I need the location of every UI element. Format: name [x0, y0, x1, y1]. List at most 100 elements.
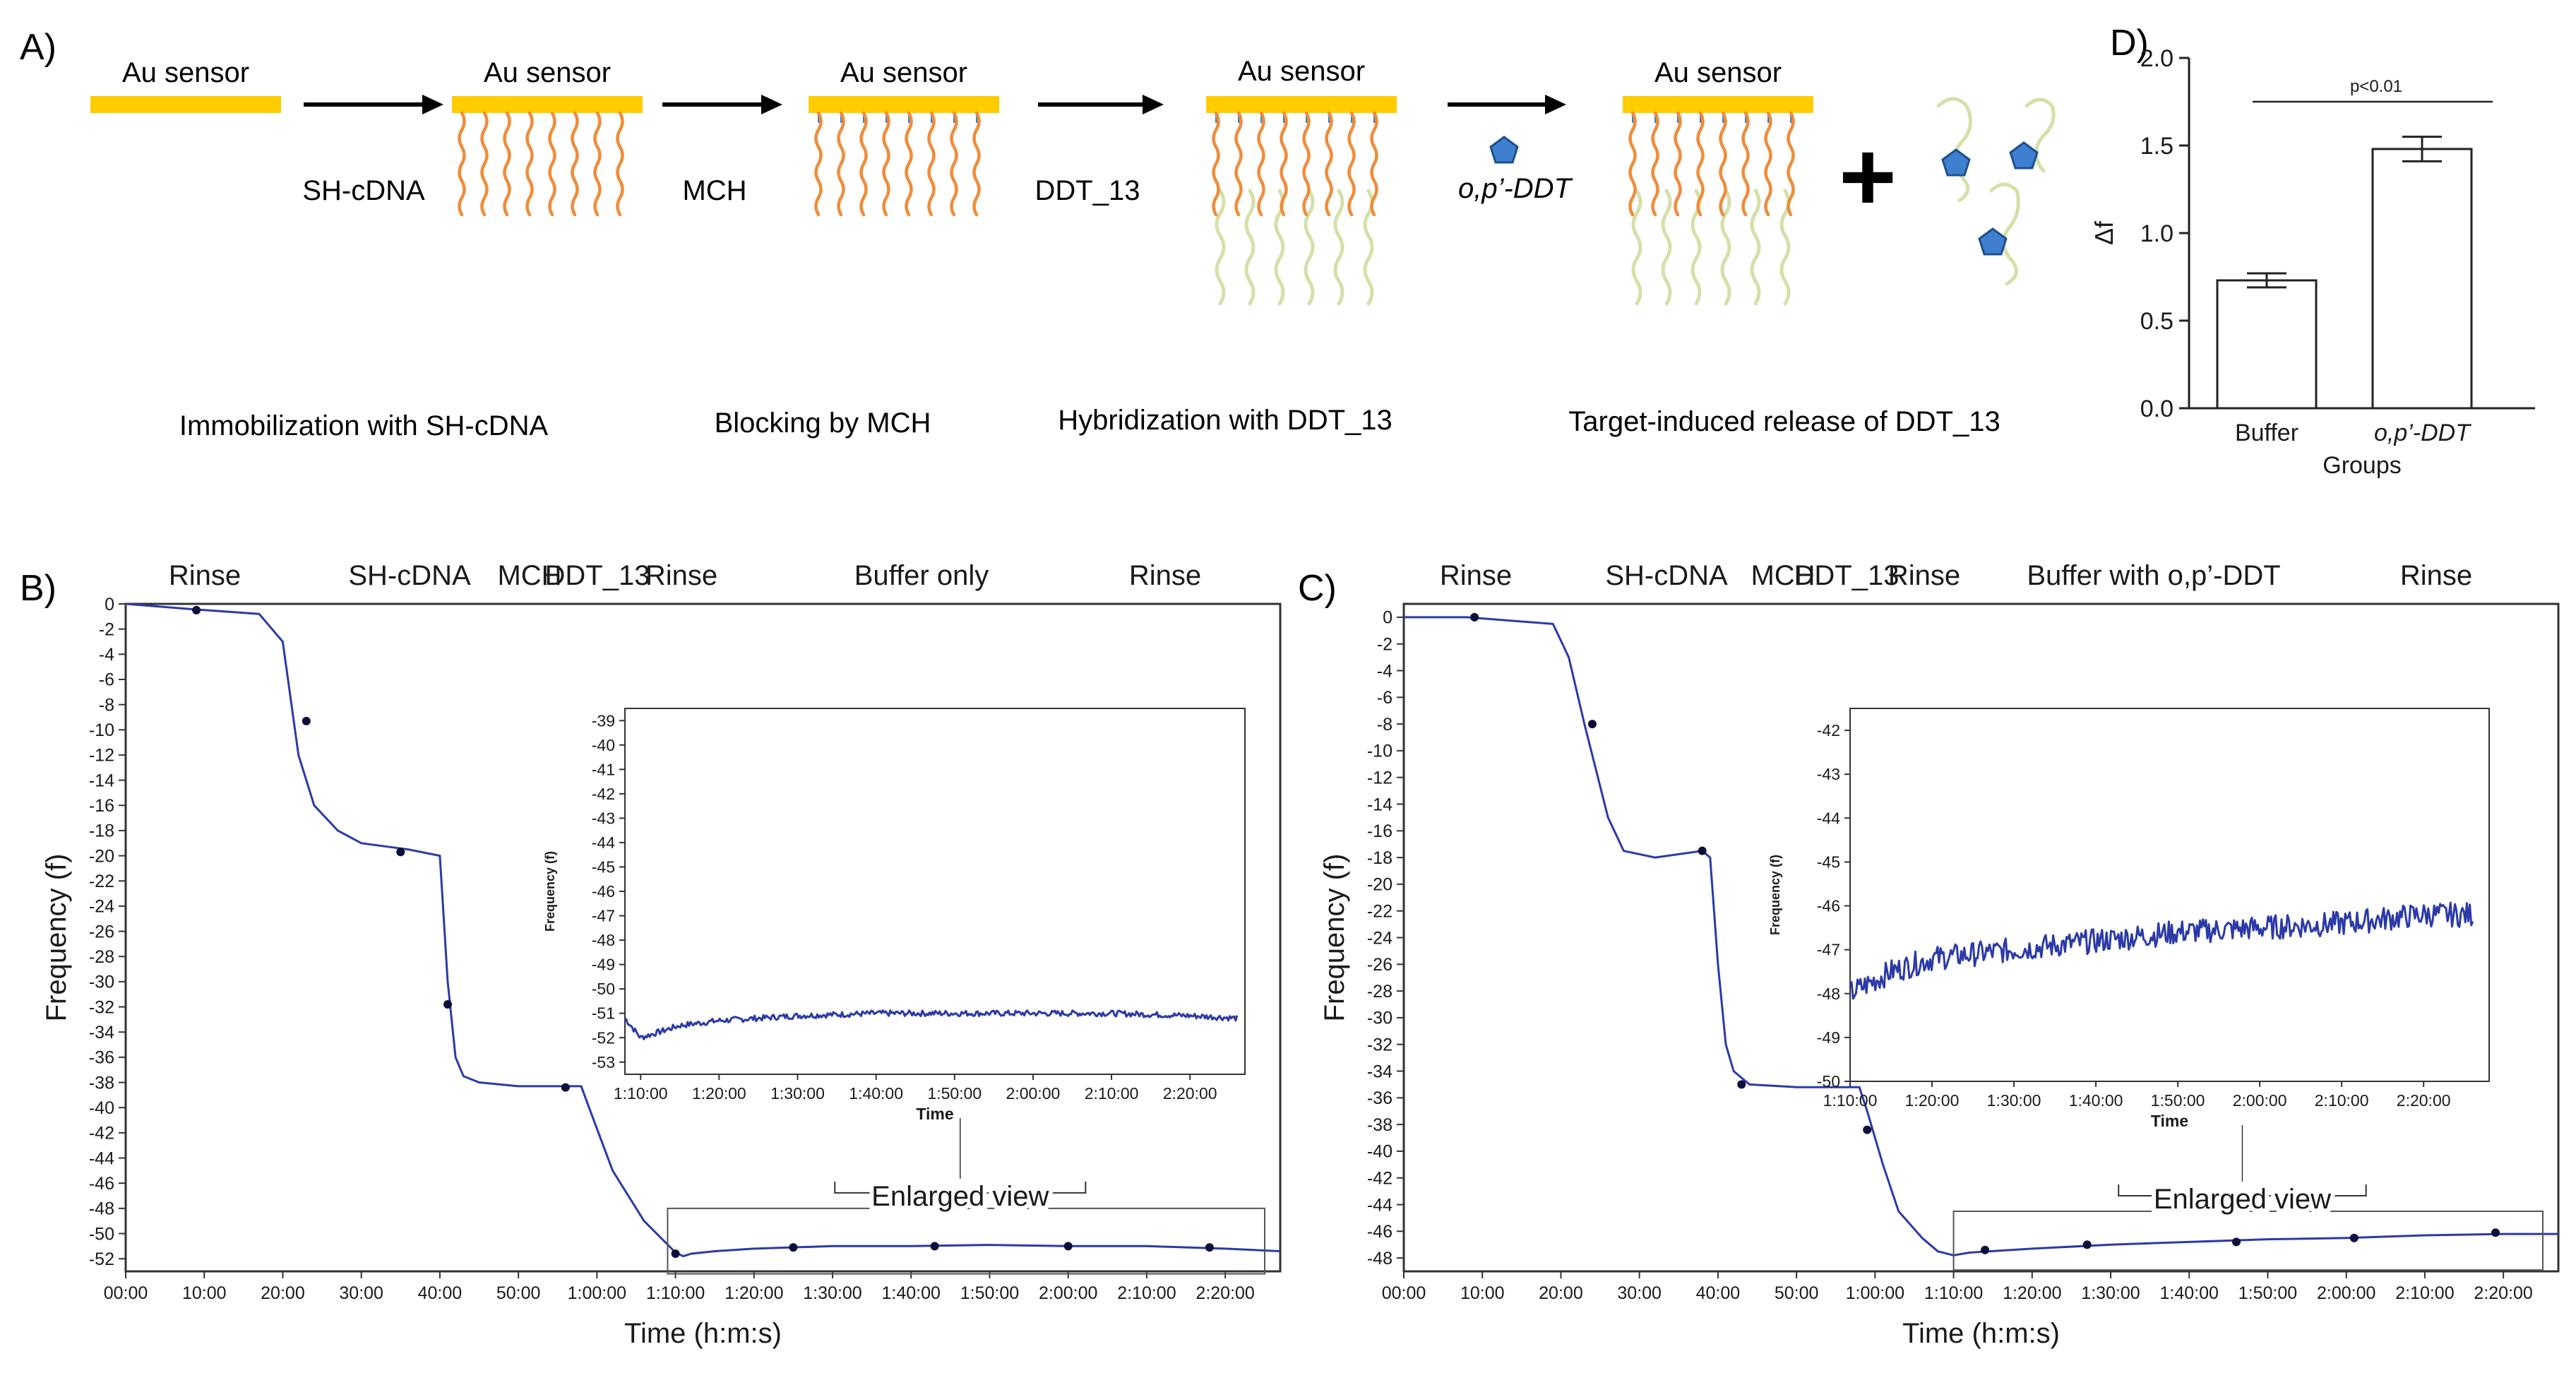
B-inset-xtick-label: 1:30:00: [770, 1084, 825, 1103]
B-inset-plot-frame: [624, 708, 1246, 1075]
C-main-ytick-label: -16: [1367, 821, 1393, 841]
C-main-data-marker: [1981, 1245, 1990, 1254]
au-sensor-bar-2: [452, 96, 643, 113]
B-main-xtick-label: 2:00:00: [1039, 1283, 1097, 1303]
B-inset-ytick-label: -40: [592, 736, 615, 754]
au-sensor-label-1: Au sensor: [122, 57, 249, 88]
B-main-data-marker: [1063, 1242, 1073, 1251]
panel-d-x-axis-label: Groups: [2322, 452, 2402, 479]
panel-b-enlarged-bracket: [834, 1181, 1087, 1194]
panel-c-phase-label: Rinse: [2400, 560, 2472, 591]
B-main-xtick-label: 1:20:00: [724, 1283, 783, 1303]
panel-b-phase-label: MCH: [497, 560, 561, 591]
B-main-ytick-label: -30: [89, 973, 114, 992]
C-inset-ytick-label: -45: [1817, 853, 1840, 871]
B-main-ytick-label: -24: [89, 897, 114, 917]
panel-d-ytick-label: 1.5: [2140, 133, 2174, 160]
B-main-ytick-label: -10: [89, 720, 114, 740]
arrow-3-head: [1143, 95, 1164, 114]
B-inset-xtick-label: 1:10:00: [614, 1084, 668, 1103]
C-main-ytick-label: -36: [1367, 1088, 1393, 1108]
au-sensor-bar-1: [90, 96, 281, 113]
panel-d-significance-label: p<0.01: [2350, 77, 2402, 96]
panel-d-y-axis-label: Δf: [2089, 220, 2118, 245]
B-main-data-marker: [561, 1083, 570, 1092]
C-inset-ytick-label: -46: [1817, 897, 1840, 915]
B-main-xtick-label: 1:00:00: [568, 1283, 626, 1303]
C-main-data-marker: [2231, 1237, 2241, 1247]
B-inset-ytick-label: -50: [592, 980, 615, 998]
B-inset-ytick-label: -52: [592, 1028, 615, 1047]
panel-b-letter: B): [20, 568, 56, 609]
B-main-data-marker: [302, 716, 311, 725]
C-main-ytick-label: 0: [1383, 608, 1393, 628]
B-inset-ytick-label: -49: [592, 956, 615, 974]
B-main-ytick-label: -34: [89, 1023, 114, 1042]
C-main-ytick-label: -28: [1367, 982, 1393, 1002]
panel-c-letter: C): [1298, 568, 1337, 609]
au-sensor-bar-5: [1623, 96, 1813, 113]
B-main-xtick-label: 1:50:00: [960, 1283, 1019, 1303]
B-main-xtick-label: 1:30:00: [803, 1283, 861, 1303]
C-inset-plot-frame: [1849, 708, 2490, 1082]
au-sensor-bar-4: [1206, 96, 1397, 113]
panel-c-enlarged-view-label: Enlarged view: [2154, 1184, 2331, 1215]
B-main-ytick-label: -38: [89, 1073, 114, 1093]
panel-d-letter: D): [2110, 23, 2149, 64]
C-main-ytick-label: -24: [1367, 928, 1393, 948]
C-main-ytick-label: -22: [1367, 901, 1393, 921]
C-main-ytick-label: -30: [1367, 1009, 1393, 1028]
B-main-ytick-label: -22: [89, 872, 114, 891]
C-main-data-marker: [1737, 1080, 1746, 1089]
C-main-data-marker: [1470, 612, 1479, 622]
B-main-data-marker: [930, 1242, 939, 1251]
C-main-xtick-label: 1:10:00: [1924, 1283, 1983, 1303]
B-main-data-marker: [192, 605, 201, 614]
B-main-xtick-label: 30:00: [339, 1283, 383, 1303]
B-main-ytick-label: -40: [89, 1098, 114, 1118]
au-sensor-label-3: Au sensor: [840, 57, 967, 88]
B-inset-ytick-label: -47: [592, 907, 615, 925]
C-inset-xtick-label: 1:30:00: [1987, 1091, 2041, 1110]
B-inset-series-line: [624, 1009, 1239, 1040]
C-main-ytick-label: -10: [1367, 742, 1393, 761]
arrow-2-head: [761, 95, 782, 114]
B-main-series-line: [125, 602, 1281, 1258]
panel-d-ytick-label: 0.5: [2140, 308, 2174, 335]
C-main-data-marker: [1587, 720, 1597, 729]
B-main-plot-frame: [124, 602, 1282, 1273]
panel-a: A) Au sensor SH-cDNA Au sensor MCH Au se…: [20, 27, 2056, 441]
C-main-ytick-label: -20: [1367, 875, 1393, 895]
C-inset-ytick-label: -44: [1817, 809, 1840, 827]
C-main-xtick-label: 40:00: [1696, 1283, 1741, 1303]
B-inset-y-axis-label: Frequency (f): [543, 851, 557, 932]
B-main-ytick-label: -50: [89, 1224, 114, 1244]
B-inset-xtick-label: 2:10:00: [1085, 1084, 1139, 1103]
C-inset-xtick-label: 1:40:00: [2069, 1091, 2123, 1110]
B-main-data-marker: [396, 848, 405, 857]
B-inset-ytick-label: -43: [592, 809, 615, 827]
B-inset-x-axis-label: Time: [916, 1105, 953, 1123]
step-label-sh-cdna: SH-cDNA: [302, 175, 425, 206]
step-label-target: o,p’-DDT: [1458, 173, 1573, 204]
B-inset-ytick-label: -39: [592, 711, 615, 730]
au-sensor-label-4: Au sensor: [1238, 56, 1365, 87]
B-inset-xtick-label: 2:20:00: [1163, 1084, 1217, 1103]
B-main-data-marker: [1205, 1243, 1214, 1252]
C-main-series-line: [1404, 616, 2558, 1257]
B-main-xtick-label: 10:00: [182, 1283, 227, 1303]
panel-b-phase-label: Buffer only: [854, 560, 989, 591]
C-main-xtick-label: 2:00:00: [2317, 1283, 2375, 1303]
plus-sign: +: [1839, 121, 1897, 232]
B-main-data-marker: [443, 1000, 453, 1009]
step-label-mch: MCH: [682, 175, 746, 206]
C-main-ytick-label: -46: [1367, 1222, 1393, 1242]
C-inset-ytick-label: -49: [1817, 1028, 1840, 1047]
C-inset-xtick-label: 2:10:00: [2315, 1091, 2369, 1110]
B-main-ytick-label: -42: [89, 1124, 114, 1144]
C-main-ytick-label: -38: [1367, 1115, 1393, 1135]
C-main-xtick-label: 1:00:00: [1846, 1283, 1904, 1303]
B-main-xtick-label: 00:00: [104, 1283, 148, 1303]
B-inset-xtick-label: 2:00:00: [1006, 1084, 1061, 1103]
C-main-xtick-label: 2:20:00: [2474, 1283, 2532, 1303]
